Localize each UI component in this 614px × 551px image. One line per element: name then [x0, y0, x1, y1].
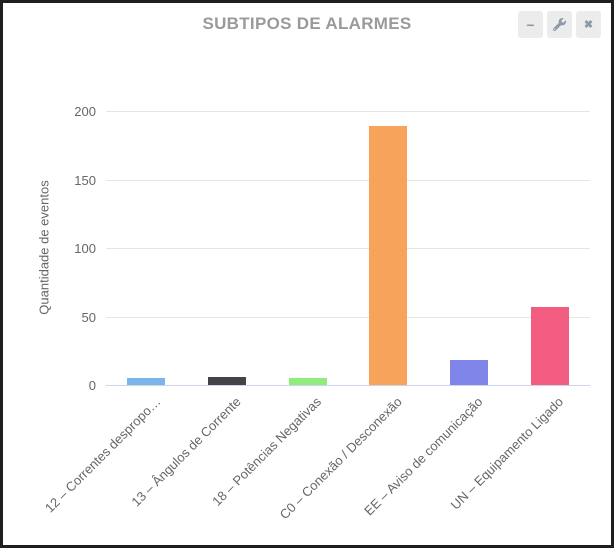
- bar-6[interactable]: [530, 306, 569, 385]
- bar-4[interactable]: [369, 126, 408, 385]
- y-gridline: [106, 316, 590, 318]
- y-tick-label: 150: [74, 172, 96, 188]
- wrench-icon: [553, 18, 566, 31]
- bar-2[interactable]: [208, 376, 246, 385]
- close-icon: ✖: [583, 19, 594, 31]
- y-tick-label: 100: [74, 241, 96, 256]
- x-axis-line: [106, 385, 590, 386]
- widget-controls: − ✖: [518, 11, 601, 38]
- widget-title: SUBTIPOS DE ALARMES: [202, 14, 412, 33]
- minimize-icon: −: [526, 16, 535, 33]
- widget-header: SUBTIPOS DE ALARMES − ✖: [3, 3, 611, 43]
- bar-1[interactable]: [127, 378, 166, 385]
- y-gridline: [106, 248, 590, 249]
- bar-chart: Quantidade de eventos 0 50 100 150 200 12 – C…: [3, 3, 614, 551]
- close-button[interactable]: ✖: [576, 11, 601, 38]
- settings-button[interactable]: [547, 11, 572, 38]
- y-tick-label: 200: [74, 104, 96, 119]
- bar-3[interactable]: [288, 378, 327, 385]
- bar-5[interactable]: [450, 360, 488, 385]
- y-gridline: [106, 111, 590, 112]
- y-tick-label: 0: [88, 378, 96, 393]
- y-tick-label: 50: [81, 309, 96, 325]
- y-gridline: [106, 179, 590, 181]
- minimize-button[interactable]: −: [518, 11, 543, 38]
